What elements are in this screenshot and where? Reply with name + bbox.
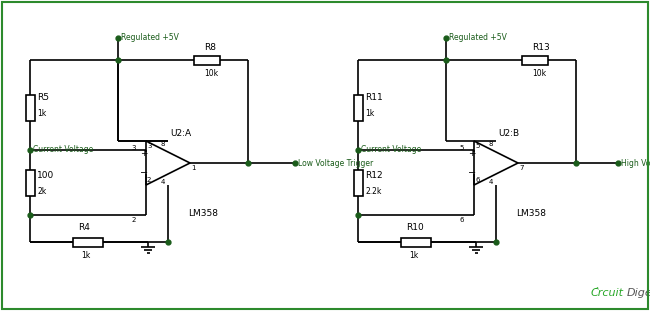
Text: LM358: LM358 [516, 208, 546, 217]
Text: 2: 2 [147, 177, 151, 183]
Text: R5: R5 [37, 94, 49, 103]
Text: 2k: 2k [37, 187, 46, 196]
Text: −: − [140, 168, 148, 178]
Text: 1: 1 [191, 165, 196, 171]
Text: R11: R11 [365, 94, 383, 103]
Bar [25, 170, 34, 196]
Text: LM358: LM358 [188, 208, 218, 217]
Text: 5: 5 [475, 143, 480, 149]
Text: Regulated +5V: Regulated +5V [449, 34, 507, 43]
Text: High Voltage Trigger: High Voltage Trigger [621, 159, 650, 168]
Text: 100: 100 [37, 171, 54, 180]
Bar [354, 95, 363, 121]
Text: 8: 8 [489, 141, 493, 147]
Text: 1k: 1k [37, 109, 46, 118]
Text: 4: 4 [489, 179, 493, 185]
Text: +: + [468, 148, 476, 157]
Text: 1k: 1k [365, 109, 374, 118]
Text: 7: 7 [519, 165, 523, 171]
Text: 6: 6 [460, 217, 464, 223]
Text: Current Voltage: Current Voltage [361, 146, 421, 155]
Text: 1k: 1k [81, 250, 90, 259]
Text: 5: 5 [460, 145, 464, 151]
Text: 2: 2 [131, 217, 136, 223]
Text: R10: R10 [406, 224, 424, 233]
Text: Low Voltage Trigger: Low Voltage Trigger [298, 159, 373, 168]
Text: Regulated +5V: Regulated +5V [121, 34, 179, 43]
Bar [25, 95, 34, 121]
Text: R8: R8 [204, 43, 216, 52]
Text: 3: 3 [131, 145, 136, 151]
Text: 6: 6 [475, 177, 480, 183]
Bar [401, 238, 431, 247]
Text: 8: 8 [161, 141, 165, 147]
Text: R12: R12 [365, 171, 383, 180]
Text: 10k: 10k [204, 68, 218, 77]
Text: R13: R13 [532, 43, 550, 52]
Text: 3: 3 [147, 143, 151, 149]
Text: 2.2k: 2.2k [365, 188, 382, 197]
Text: 10k: 10k [532, 68, 546, 77]
Bar [73, 238, 103, 247]
Text: Ćrcuit: Ćrcuit [591, 288, 624, 298]
Text: −: − [468, 168, 476, 178]
Text: Digest: Digest [627, 288, 650, 298]
Bar [194, 55, 220, 64]
Text: Current Voltage: Current Voltage [33, 146, 93, 155]
Text: 4: 4 [161, 179, 165, 185]
Text: R4: R4 [78, 224, 90, 233]
Text: U2:B: U2:B [498, 128, 519, 137]
Bar [354, 170, 363, 196]
Bar [522, 55, 548, 64]
Text: +: + [140, 148, 148, 157]
Text: U2:A: U2:A [170, 128, 191, 137]
Text: 1k: 1k [409, 250, 418, 259]
